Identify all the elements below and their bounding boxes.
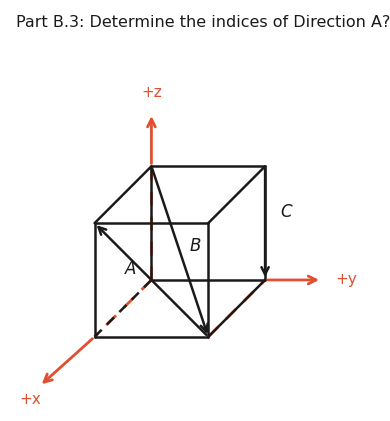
Text: Part B.3: Determine the indices of Direction A?: Part B.3: Determine the indices of Direc… [16,15,390,30]
Text: +y: +y [335,272,357,288]
Text: +z: +z [141,85,162,100]
Text: +x: +x [19,392,41,407]
Text: C: C [280,203,292,221]
Text: B: B [189,237,201,255]
Text: A: A [125,260,136,277]
